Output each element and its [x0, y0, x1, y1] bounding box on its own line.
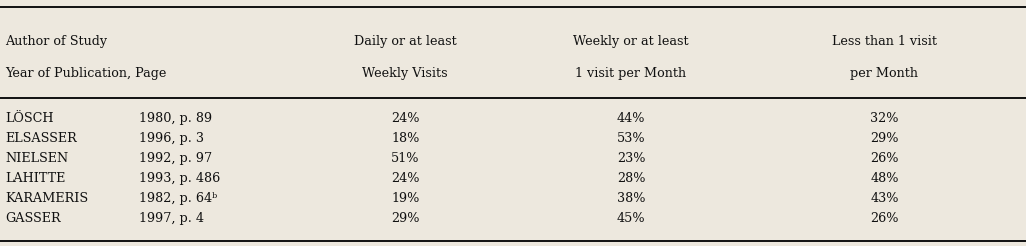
Text: 28%: 28%	[617, 172, 645, 185]
Text: 1992, p. 97: 1992, p. 97	[139, 152, 211, 165]
Text: 23%: 23%	[617, 152, 645, 165]
Text: LAHITTE: LAHITTE	[5, 172, 66, 185]
Text: Weekly or at least: Weekly or at least	[574, 35, 688, 48]
Text: NIELSEN: NIELSEN	[5, 152, 69, 165]
Text: Daily or at least: Daily or at least	[354, 35, 457, 48]
Text: KARAMERIS: KARAMERIS	[5, 192, 88, 205]
Text: 18%: 18%	[391, 132, 420, 145]
Text: 24%: 24%	[391, 112, 420, 124]
Text: 24%: 24%	[391, 172, 420, 185]
Text: LÖSCH: LÖSCH	[5, 112, 53, 124]
Text: 1 visit per Month: 1 visit per Month	[576, 67, 686, 80]
Text: 51%: 51%	[391, 152, 420, 165]
Text: 32%: 32%	[870, 112, 899, 124]
Text: 1982, p. 64ᵇ: 1982, p. 64ᵇ	[139, 192, 216, 205]
Text: 44%: 44%	[617, 112, 645, 124]
Text: Author of Study: Author of Study	[5, 35, 108, 48]
Text: Less than 1 visit: Less than 1 visit	[832, 35, 937, 48]
Text: 1996, p. 3: 1996, p. 3	[139, 132, 203, 145]
Text: 1997, p. 4: 1997, p. 4	[139, 213, 203, 225]
Text: 29%: 29%	[391, 213, 420, 225]
Text: Year of Publication, Page: Year of Publication, Page	[5, 67, 166, 80]
Text: 1993, p. 486: 1993, p. 486	[139, 172, 220, 185]
Text: 26%: 26%	[870, 152, 899, 165]
Text: Weekly Visits: Weekly Visits	[362, 67, 448, 80]
Text: 43%: 43%	[870, 192, 899, 205]
Text: GASSER: GASSER	[5, 213, 61, 225]
Text: 29%: 29%	[870, 132, 899, 145]
Text: 48%: 48%	[870, 172, 899, 185]
Text: ELSASSER: ELSASSER	[5, 132, 77, 145]
Text: 19%: 19%	[391, 192, 420, 205]
Text: 26%: 26%	[870, 213, 899, 225]
Text: 45%: 45%	[617, 213, 645, 225]
Text: per Month: per Month	[851, 67, 918, 80]
Text: 38%: 38%	[617, 192, 645, 205]
Text: 53%: 53%	[617, 132, 645, 145]
Text: 1980, p. 89: 1980, p. 89	[139, 112, 211, 124]
